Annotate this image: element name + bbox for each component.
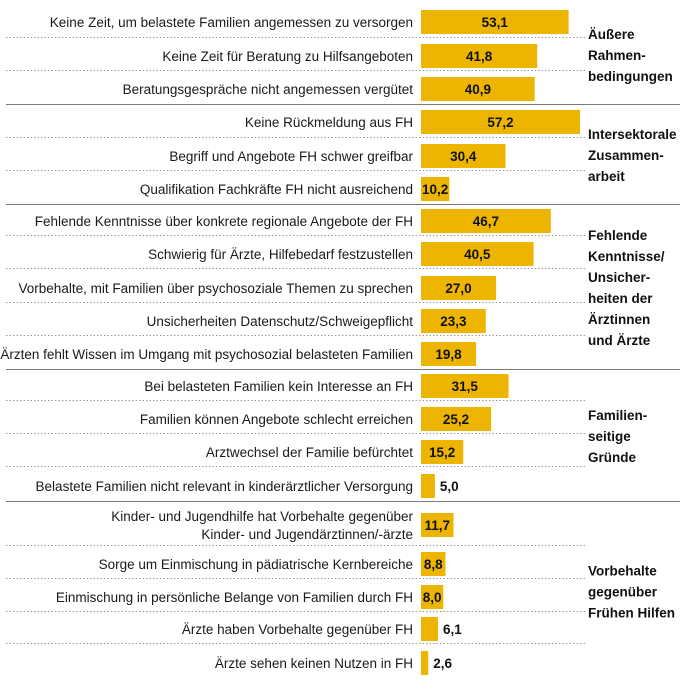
bar <box>421 513 454 537</box>
bar <box>421 276 497 300</box>
bar <box>421 651 429 675</box>
bar <box>421 144 506 168</box>
bar <box>421 309 486 333</box>
bar <box>421 342 477 366</box>
category-label: Familien können Angebote schlecht erreic… <box>140 412 413 427</box>
group-label: Fehlende Kenntnisse/Unsicher-heiten der Är… <box>588 228 665 348</box>
bar <box>421 242 534 266</box>
data-label: 57,2 <box>487 115 513 130</box>
category-label: Ärzten fehlt Wissen im Umgang mit psycho… <box>0 347 413 362</box>
category-label: Ärzte sehen keinen Nutzen in FH <box>215 656 413 671</box>
bar <box>421 209 551 233</box>
bar <box>421 407 492 431</box>
data-label: 46,7 <box>473 214 499 229</box>
bar <box>421 552 446 576</box>
category-label: Vorbehalte, mit Familien über psychosozi… <box>19 281 413 296</box>
data-label: 8,0 <box>423 590 442 605</box>
data-label: 15,2 <box>429 445 455 460</box>
data-label: 10,2 <box>422 182 448 197</box>
category-label: Unsicherheiten Datenschutz/Schweigepflic… <box>147 314 414 329</box>
group-label: Intersektorale Zusammen-arbeit <box>588 127 677 184</box>
bar <box>421 77 535 101</box>
bar <box>421 110 580 134</box>
bar <box>421 374 509 398</box>
data-label: 5,0 <box>440 479 459 494</box>
bar <box>421 585 444 609</box>
category-label: Belastete Familien nicht relevant in kin… <box>36 479 413 494</box>
bar <box>421 617 438 641</box>
category-label: Beratungsgespräche nicht angemessen verg… <box>123 82 414 97</box>
data-label: 53,1 <box>482 15 509 30</box>
bar <box>421 474 435 498</box>
data-label: 8,8 <box>424 557 443 572</box>
group-label: Äußere Rahmen-bedingungen <box>588 27 673 84</box>
data-label: 23,3 <box>440 314 467 329</box>
category-label: Schwierig für Ärzte, Hilfebedarf festzus… <box>148 247 413 262</box>
data-label: 2,6 <box>433 656 452 671</box>
category-label: Einmischung in persönliche Belange von F… <box>56 590 413 605</box>
category-label: Fehlende Kenntnisse über konkrete region… <box>35 214 413 229</box>
category-label: Begriff und Angebote FH schwer greifbar <box>169 149 413 164</box>
category-label: Sorge um Einmischung in pädiatrische Ker… <box>99 557 413 572</box>
category-label: Keine Zeit, um belastete Familien angeme… <box>50 15 413 30</box>
category-label: Kinder- und Jugendhilfe hat Vorbehalte g… <box>111 509 413 542</box>
group-label: Vorbehalte gegenüber Frühen Hilfen <box>588 564 675 621</box>
data-label: 30,4 <box>450 149 477 164</box>
category-label: Keine Zeit für Beratung zu Hilfsangebote… <box>162 49 413 64</box>
data-label: 31,5 <box>452 379 479 394</box>
category-label: Arztwechsel der Familie befürchtet <box>206 445 413 460</box>
data-label: 11,7 <box>424 518 450 533</box>
category-label: Bei belasteten Familien kein Interesse a… <box>144 379 413 394</box>
data-label: 25,2 <box>443 412 469 427</box>
category-label: Ärzte haben Vorbehalte gegenüber FH <box>182 622 413 637</box>
data-label: 40,9 <box>465 82 491 97</box>
data-label: 27,0 <box>445 281 471 296</box>
data-label: 19,8 <box>435 347 462 362</box>
bar <box>421 10 569 34</box>
category-label: Qualifikation Fachkräfte FH nicht ausrei… <box>140 182 413 197</box>
bar <box>421 440 464 464</box>
data-label: 41,8 <box>466 49 493 64</box>
bar <box>421 177 450 201</box>
data-label: 40,5 <box>464 247 491 262</box>
category-label: Keine Rückmeldung aus FH <box>245 115 413 130</box>
bar <box>421 44 538 68</box>
group-label: Familien-seitige Gründe <box>588 408 647 465</box>
data-label: 6,1 <box>443 622 462 637</box>
